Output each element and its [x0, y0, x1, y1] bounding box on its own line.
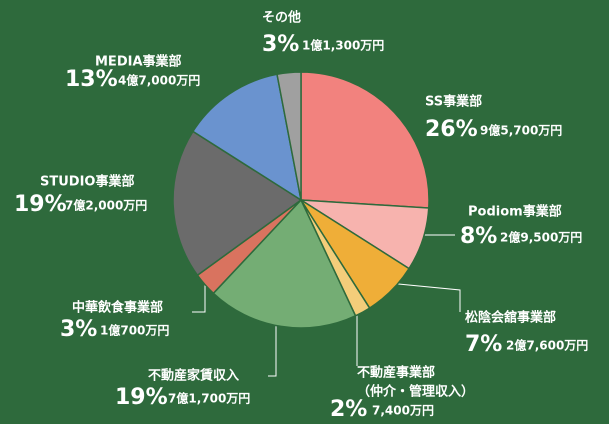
- slice-label: SS事業部: [425, 94, 482, 110]
- slice-label: 中華飲食事業部: [72, 300, 163, 316]
- percent-label: 2%: [330, 397, 367, 422]
- percent-label: 7%: [465, 332, 502, 357]
- amount-label: 9億5,700万円: [480, 123, 562, 138]
- percent-label: 3%: [262, 32, 299, 57]
- pie-slice: [276, 71, 302, 201]
- amount-label: 2億9,500万円: [500, 230, 582, 245]
- amount-label: 7,400万円: [372, 404, 434, 418]
- leader-line: [192, 280, 206, 313]
- percent-label: 3%: [60, 317, 97, 342]
- amount-label: 1億700万円: [100, 323, 169, 338]
- amount-label: 7億1,700万円: [168, 391, 250, 406]
- leader-line: [268, 322, 277, 377]
- pie: [172, 71, 430, 329]
- pie-slice: [172, 130, 303, 277]
- slice-label: Podiom事業部: [468, 204, 562, 220]
- pie-slice: [191, 73, 303, 202]
- leader-line: [387, 282, 461, 312]
- amount-label: 2億7,600万円: [506, 338, 588, 353]
- percent-label: 8%: [460, 224, 497, 249]
- slice-label: STUDIO事業部: [40, 174, 134, 190]
- slice-label: 松陰会舘事業部: [465, 310, 556, 326]
- annotation: （仲介・管理収入）: [357, 384, 474, 400]
- slice-label: その他: [262, 10, 301, 26]
- percent-label: 19%: [115, 385, 168, 410]
- amount-label: 4億7,000万円: [118, 73, 200, 88]
- pie-slice: [300, 71, 430, 209]
- slice-label: 不動産家賃収入: [148, 368, 239, 384]
- slice-label: 不動産事業部: [357, 365, 435, 381]
- slice-label: MEDIA事業部: [95, 54, 182, 70]
- percent-label: 19%: [14, 192, 67, 217]
- pie-slice: [212, 198, 357, 329]
- amount-label: 7億2,000万円: [65, 198, 147, 213]
- percent-label: 13%: [65, 67, 118, 92]
- amount-label: 1億1,300万円: [302, 38, 384, 53]
- percent-label: 26%: [425, 117, 478, 142]
